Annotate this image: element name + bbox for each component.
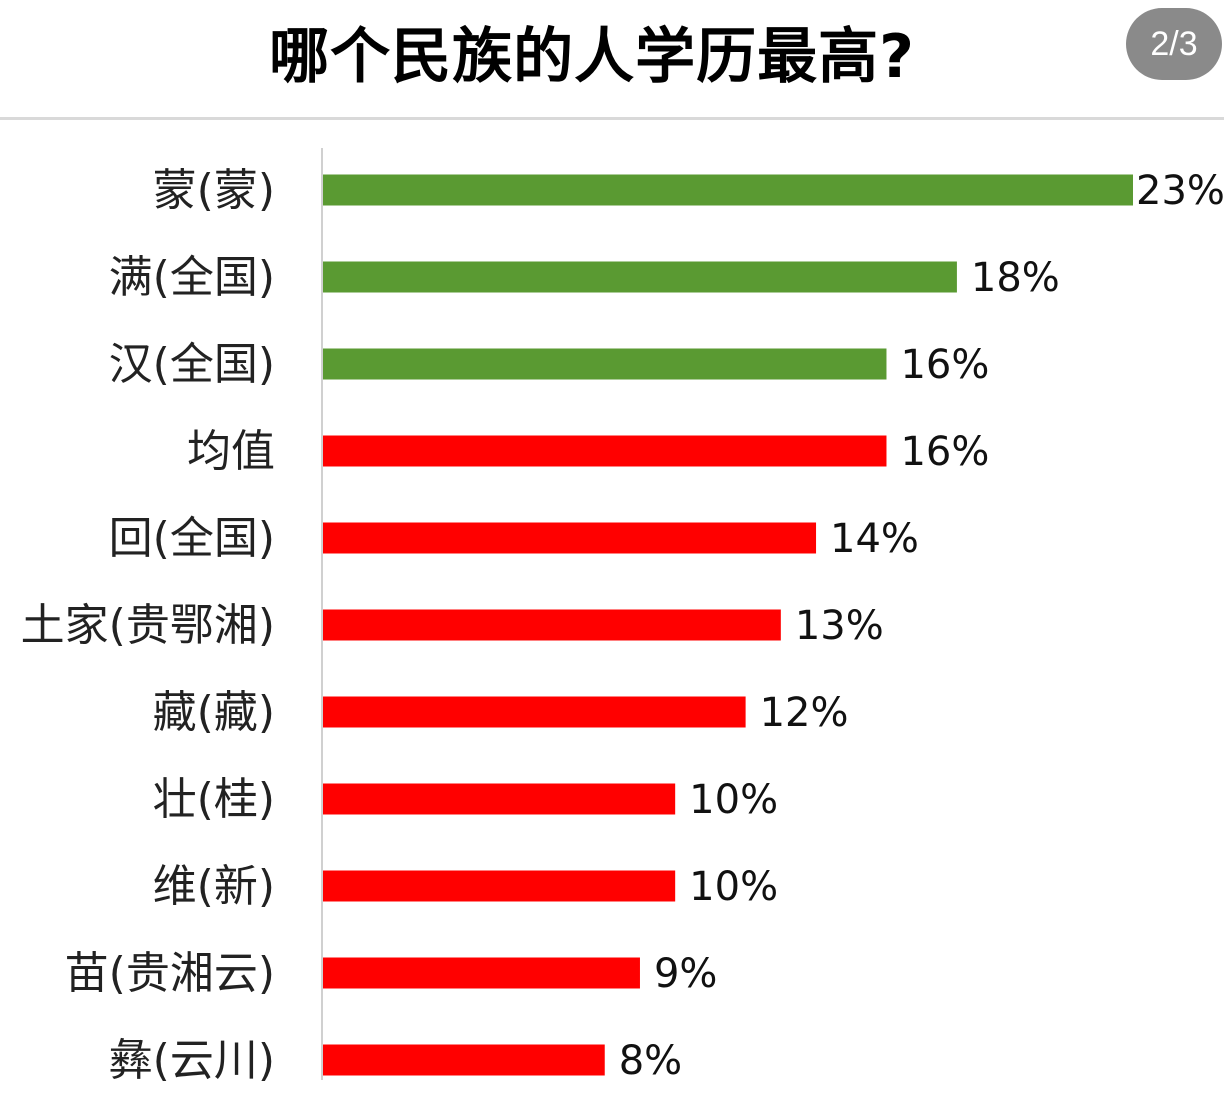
bar [323,261,957,293]
bar [323,522,817,554]
value-label: 18% [971,255,1060,301]
category-label: 汉(全国) [109,339,275,390]
value-label: 13% [795,603,884,649]
bar-chart: 蒙(蒙) 23% 满(全国) 18% 汉(全国) 16% 均值 16% 回(全国) 14% 土家(贵… [21,148,1224,1086]
category-label: 维(新) [153,861,275,912]
bar [323,609,781,641]
category-label: 回(全国) [109,513,275,564]
bar [323,174,1133,206]
value-label: 16% [900,342,989,388]
value-label: 16% [900,429,989,475]
header-divider [0,117,1224,120]
bar [323,696,746,728]
category-label: 土家(贵鄂湘) [21,600,275,651]
bar [323,957,640,989]
category-label: 苗(贵湘云) [65,948,275,999]
bar [323,348,887,380]
value-label: 10% [689,777,778,823]
bar [323,870,676,902]
value-label: 9% [654,951,717,997]
category-label: 满(全国) [109,252,275,303]
value-label: 23% [1136,168,1224,214]
bar [323,783,676,815]
value-label: 14% [830,516,919,562]
value-label: 12% [760,690,849,736]
bar [323,1044,605,1076]
chart-title: 哪个民族的人学历最高? [269,22,915,92]
category-label: 壮(桂) [153,774,275,825]
page-indicator-badge[interactable]: 2/3 [1126,8,1222,80]
category-label: 均值 [187,426,275,477]
category-label: 藏(藏) [153,687,275,738]
value-label: 10% [689,864,778,910]
value-label: 8% [619,1038,682,1084]
category-label: 彝(云川) [109,1035,275,1086]
category-label: 蒙(蒙) [153,165,275,216]
bar [323,435,887,467]
